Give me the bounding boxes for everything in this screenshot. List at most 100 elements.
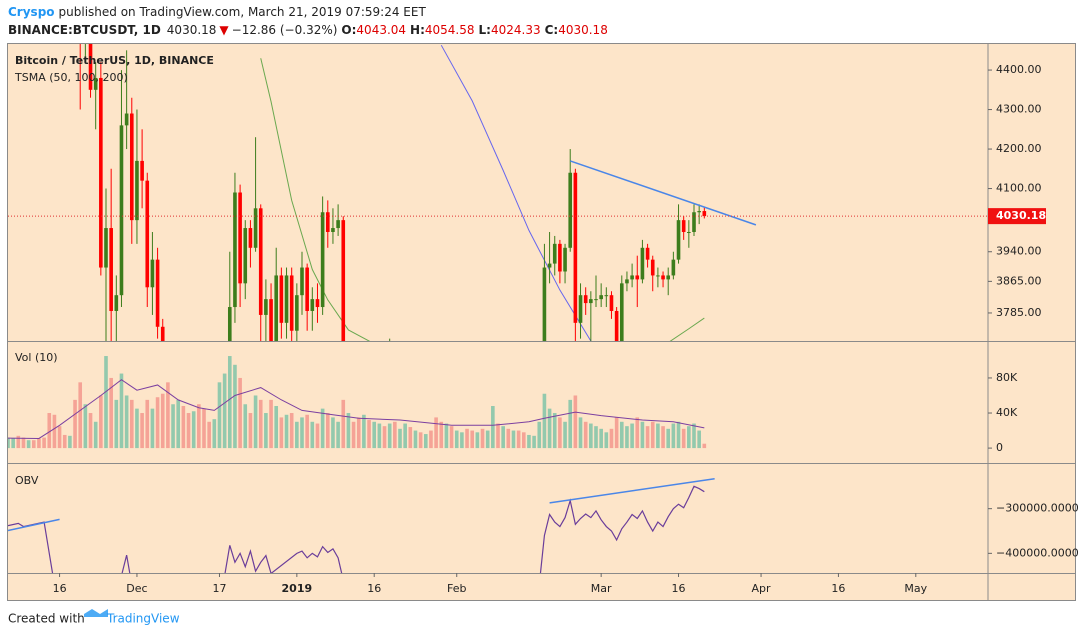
volume-bar [573,395,578,449]
candle-body [238,192,242,284]
last-price-box [988,208,1046,225]
y-tick-label: 3940.00 [996,245,1042,258]
symbol-line: BINANCE:BTCUSDT, 1D 4030.18 ▼ −12.86 (−0.32… [8,23,608,37]
volume-bar [434,417,438,449]
x-tick-label: Dec [126,582,147,595]
last-price: 4030.18 [167,23,217,37]
volume-bar [315,423,320,449]
price-legend: Bitcoin / TetherUS, 1D, BINANCE [15,54,214,67]
volume-bar [444,423,449,449]
volume-bar [243,404,248,449]
volume-bar [604,432,609,449]
volume-bar [104,356,108,449]
candle-body [619,283,624,341]
volume-bar [124,395,129,449]
volume-bar [305,414,309,449]
volume-pane [8,356,707,449]
moving-average [440,44,592,341]
volume-bar [160,393,165,449]
x-tick-label: May [904,582,927,595]
volume-bar [532,435,536,449]
volume-bar [393,421,397,449]
candle-body [305,267,309,311]
volume-bar [83,404,88,449]
candle-body [702,211,707,217]
volume-bar [310,421,315,449]
candle-body [243,228,248,284]
volume-bar [666,428,671,449]
volume-bar [362,414,366,449]
candle-body [681,220,686,232]
candle-body [573,172,578,323]
volume-bar [8,437,10,449]
trend-line [549,477,715,504]
volume-bar [640,421,645,449]
candle-body [300,267,304,296]
published: published on TradingView.com, March 21, … [59,5,427,19]
y-tick-label: 4300.00 [996,103,1042,116]
volume-bar [336,421,340,449]
candle-body [114,295,119,311]
volume-bar [568,399,573,449]
h-label: H: [410,23,425,37]
x-tick-label: 16 [53,582,67,595]
obv-line [8,485,705,573]
candle-body [331,228,335,232]
volume-bar [37,438,41,449]
candle-body [552,243,557,264]
volume-bar [325,413,330,449]
volume-bar [429,430,433,449]
y-tick-label: 3785.00 [996,306,1042,319]
candle-body [604,295,609,297]
volume-bar [26,440,31,449]
volume-bar [589,423,593,449]
x-tick-label: Apr [752,582,772,595]
candle-body [558,243,562,272]
volume-bar [99,395,103,449]
candle-body [253,208,258,248]
volume-ma [8,379,705,439]
candle-body [279,275,284,323]
volume-bar [439,421,444,449]
volume-bar [207,421,211,449]
candle-body [295,295,299,331]
x-tick-label: Feb [447,582,466,595]
volume-bar [68,435,72,449]
x-tick-label: 16 [367,582,381,595]
volume-bar [635,417,640,449]
h-value: 4054.58 [425,23,475,37]
x-tick-label: 16 [831,582,845,595]
brand: TradingView [106,612,180,626]
candle-body [274,275,279,341]
candle-body [104,228,108,268]
volume-bar [21,437,26,449]
volume-bar [521,432,526,449]
candle-body [320,212,325,308]
candle-body [697,211,701,213]
candle-body [650,259,655,276]
candle-body [661,275,665,280]
volume-bar [119,373,124,449]
volume-bar [681,428,686,449]
candle-body [129,113,134,221]
volume-bar [465,428,469,449]
volume-bar [253,395,258,449]
x-tick-label: Mar [591,582,612,595]
volume-bar [140,413,144,449]
volume-bar [491,406,495,449]
volume-bar [16,435,21,449]
volume-bar [460,432,464,449]
candle-body [93,77,98,90]
volume-bar [630,423,634,449]
candle-body [676,220,681,260]
candle-body [264,299,268,315]
volume-bar [408,427,413,449]
volume-bar [295,421,299,449]
obv-pane [8,477,715,573]
x-tick-label: 2019 [282,582,313,595]
volume-bar [73,399,77,449]
candle-body [656,275,660,277]
candle-body [289,275,294,331]
volume-bar [62,434,67,449]
c-value: 4030.18 [558,23,608,37]
